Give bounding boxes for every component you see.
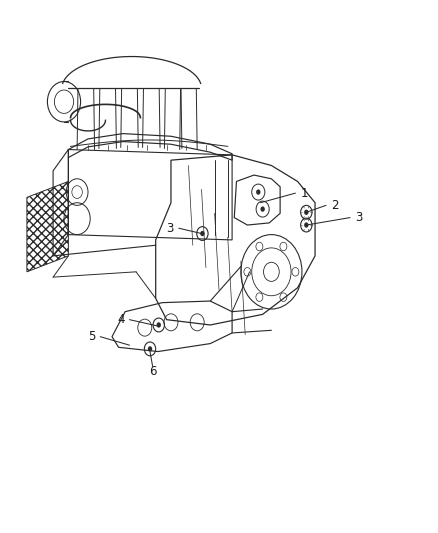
Text: 6: 6 [149, 365, 156, 378]
Circle shape [256, 189, 261, 195]
Circle shape [304, 222, 308, 228]
Text: 1: 1 [300, 187, 308, 200]
Circle shape [261, 206, 265, 212]
Text: 3: 3 [355, 211, 362, 224]
Polygon shape [27, 181, 68, 272]
Circle shape [156, 322, 161, 328]
Circle shape [304, 209, 308, 215]
Text: 3: 3 [166, 222, 174, 235]
Circle shape [148, 346, 152, 352]
Text: 4: 4 [117, 313, 124, 326]
Circle shape [200, 231, 205, 236]
Text: 5: 5 [88, 330, 95, 343]
Text: 2: 2 [331, 199, 339, 212]
